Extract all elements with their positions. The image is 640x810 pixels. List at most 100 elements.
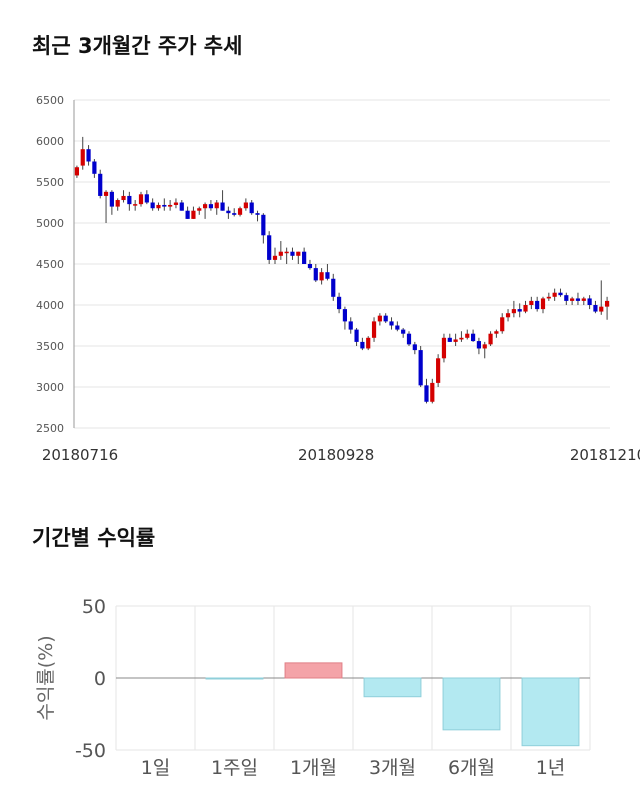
candle-body	[208, 204, 214, 209]
candle-body	[366, 337, 371, 349]
candle-body	[109, 191, 114, 207]
candle-body	[179, 202, 184, 211]
y-tick-label: 50	[82, 596, 106, 618]
candle-body	[313, 268, 318, 281]
candle-body	[185, 210, 190, 219]
candle-body	[604, 300, 610, 307]
candle-body	[214, 202, 219, 209]
candle-body	[441, 337, 447, 359]
candle-body	[307, 264, 313, 269]
candle-body	[360, 341, 365, 349]
period-return-bar-chart: 50 0 -50 수익률(%) 1일 1주일 1개월 3개월 6개월 1년	[35, 596, 591, 779]
y-tick-label: 5500	[36, 176, 64, 189]
candle-body	[342, 309, 348, 322]
x-tick-label: 6개월	[448, 757, 495, 779]
candle-body	[581, 298, 586, 301]
candle-body	[156, 204, 161, 209]
candle-body	[290, 251, 295, 256]
y-tick-label: 0	[94, 668, 106, 690]
candle-body	[261, 214, 266, 236]
candle-body	[202, 204, 208, 209]
candle-body	[523, 305, 528, 312]
candle-body	[500, 317, 505, 332]
candle-body	[395, 325, 400, 330]
candle-body	[226, 210, 231, 214]
candle-body	[535, 300, 540, 310]
return-bar	[363, 677, 422, 698]
candle-body	[575, 298, 581, 301]
stock-trend-title: 최근 3개월간 주가 추세	[32, 34, 243, 58]
candle-body	[511, 309, 516, 314]
y-tick-label: 6000	[36, 135, 64, 148]
candle-body	[331, 278, 336, 297]
candle-body	[599, 306, 604, 312]
candle-body	[302, 251, 307, 264]
candle-body	[476, 341, 482, 349]
candle-body	[447, 337, 452, 342]
candle-body	[173, 202, 179, 205]
candle-body	[482, 344, 487, 349]
x-tick-label: 3개월	[369, 757, 416, 779]
candle-body	[558, 292, 563, 296]
candle-body	[232, 213, 237, 215]
candle-body	[98, 173, 103, 196]
candle-body	[412, 344, 417, 351]
candle-body	[162, 204, 167, 207]
y-tick-label: 4500	[36, 258, 64, 271]
candle-body	[191, 210, 196, 219]
candle-body	[86, 149, 91, 162]
candle-body	[296, 251, 301, 256]
candle-body	[197, 208, 202, 211]
candle-body	[278, 251, 283, 256]
y-tick-label: 6500	[36, 94, 64, 107]
candle-body	[284, 251, 289, 254]
candle-body	[127, 195, 132, 205]
candle-body	[465, 333, 470, 338]
candle-body	[336, 296, 342, 310]
stock-candlestick-chart: 2500 3000 3500 4000 4500 5000 5500 6000 6500 2018…	[36, 94, 640, 464]
y-axis-label: 수익률(%)	[35, 635, 57, 720]
candle-body	[150, 202, 155, 209]
candle-body	[424, 385, 429, 402]
candle-body	[406, 333, 412, 345]
candle-body	[115, 200, 120, 207]
candle-body	[389, 321, 394, 326]
y-tick-label: 3500	[36, 340, 64, 353]
candle-body	[401, 329, 406, 334]
candle-body	[453, 339, 458, 342]
candle-body	[325, 272, 330, 279]
y-tick-label: 4000	[36, 299, 64, 312]
candle-body	[436, 358, 441, 383]
candle-body	[564, 295, 569, 301]
return-bar	[521, 677, 580, 747]
candle-body	[80, 149, 85, 166]
candle-body	[587, 298, 592, 305]
candle-body	[377, 315, 382, 322]
candle-body	[74, 167, 80, 176]
candle-body	[505, 313, 511, 318]
candle-body	[371, 321, 377, 338]
return-bar	[284, 662, 343, 679]
candle-body	[168, 204, 173, 207]
candle-body	[529, 300, 534, 305]
candle-body	[121, 195, 126, 201]
candle-body	[133, 204, 138, 206]
candle-body	[540, 298, 546, 310]
y-tick-label: 2500	[36, 422, 64, 435]
candle-body	[272, 255, 278, 260]
candle-body	[546, 296, 551, 299]
candle-body	[459, 337, 464, 340]
x-tick-label: 1년	[536, 757, 566, 779]
candle-body	[552, 292, 557, 297]
candle-body	[418, 350, 423, 386]
candle-body	[103, 191, 109, 196]
period-return-title: 기간별 수익률	[32, 526, 156, 550]
x-tick-label: 1일	[141, 757, 171, 779]
candle-body	[267, 235, 272, 260]
candle-body	[92, 161, 97, 174]
candle-body	[570, 298, 575, 301]
x-tick-label: 20180928	[298, 446, 374, 464]
return-bar	[205, 677, 264, 680]
candle-body	[494, 331, 499, 334]
candle-body	[237, 208, 243, 215]
